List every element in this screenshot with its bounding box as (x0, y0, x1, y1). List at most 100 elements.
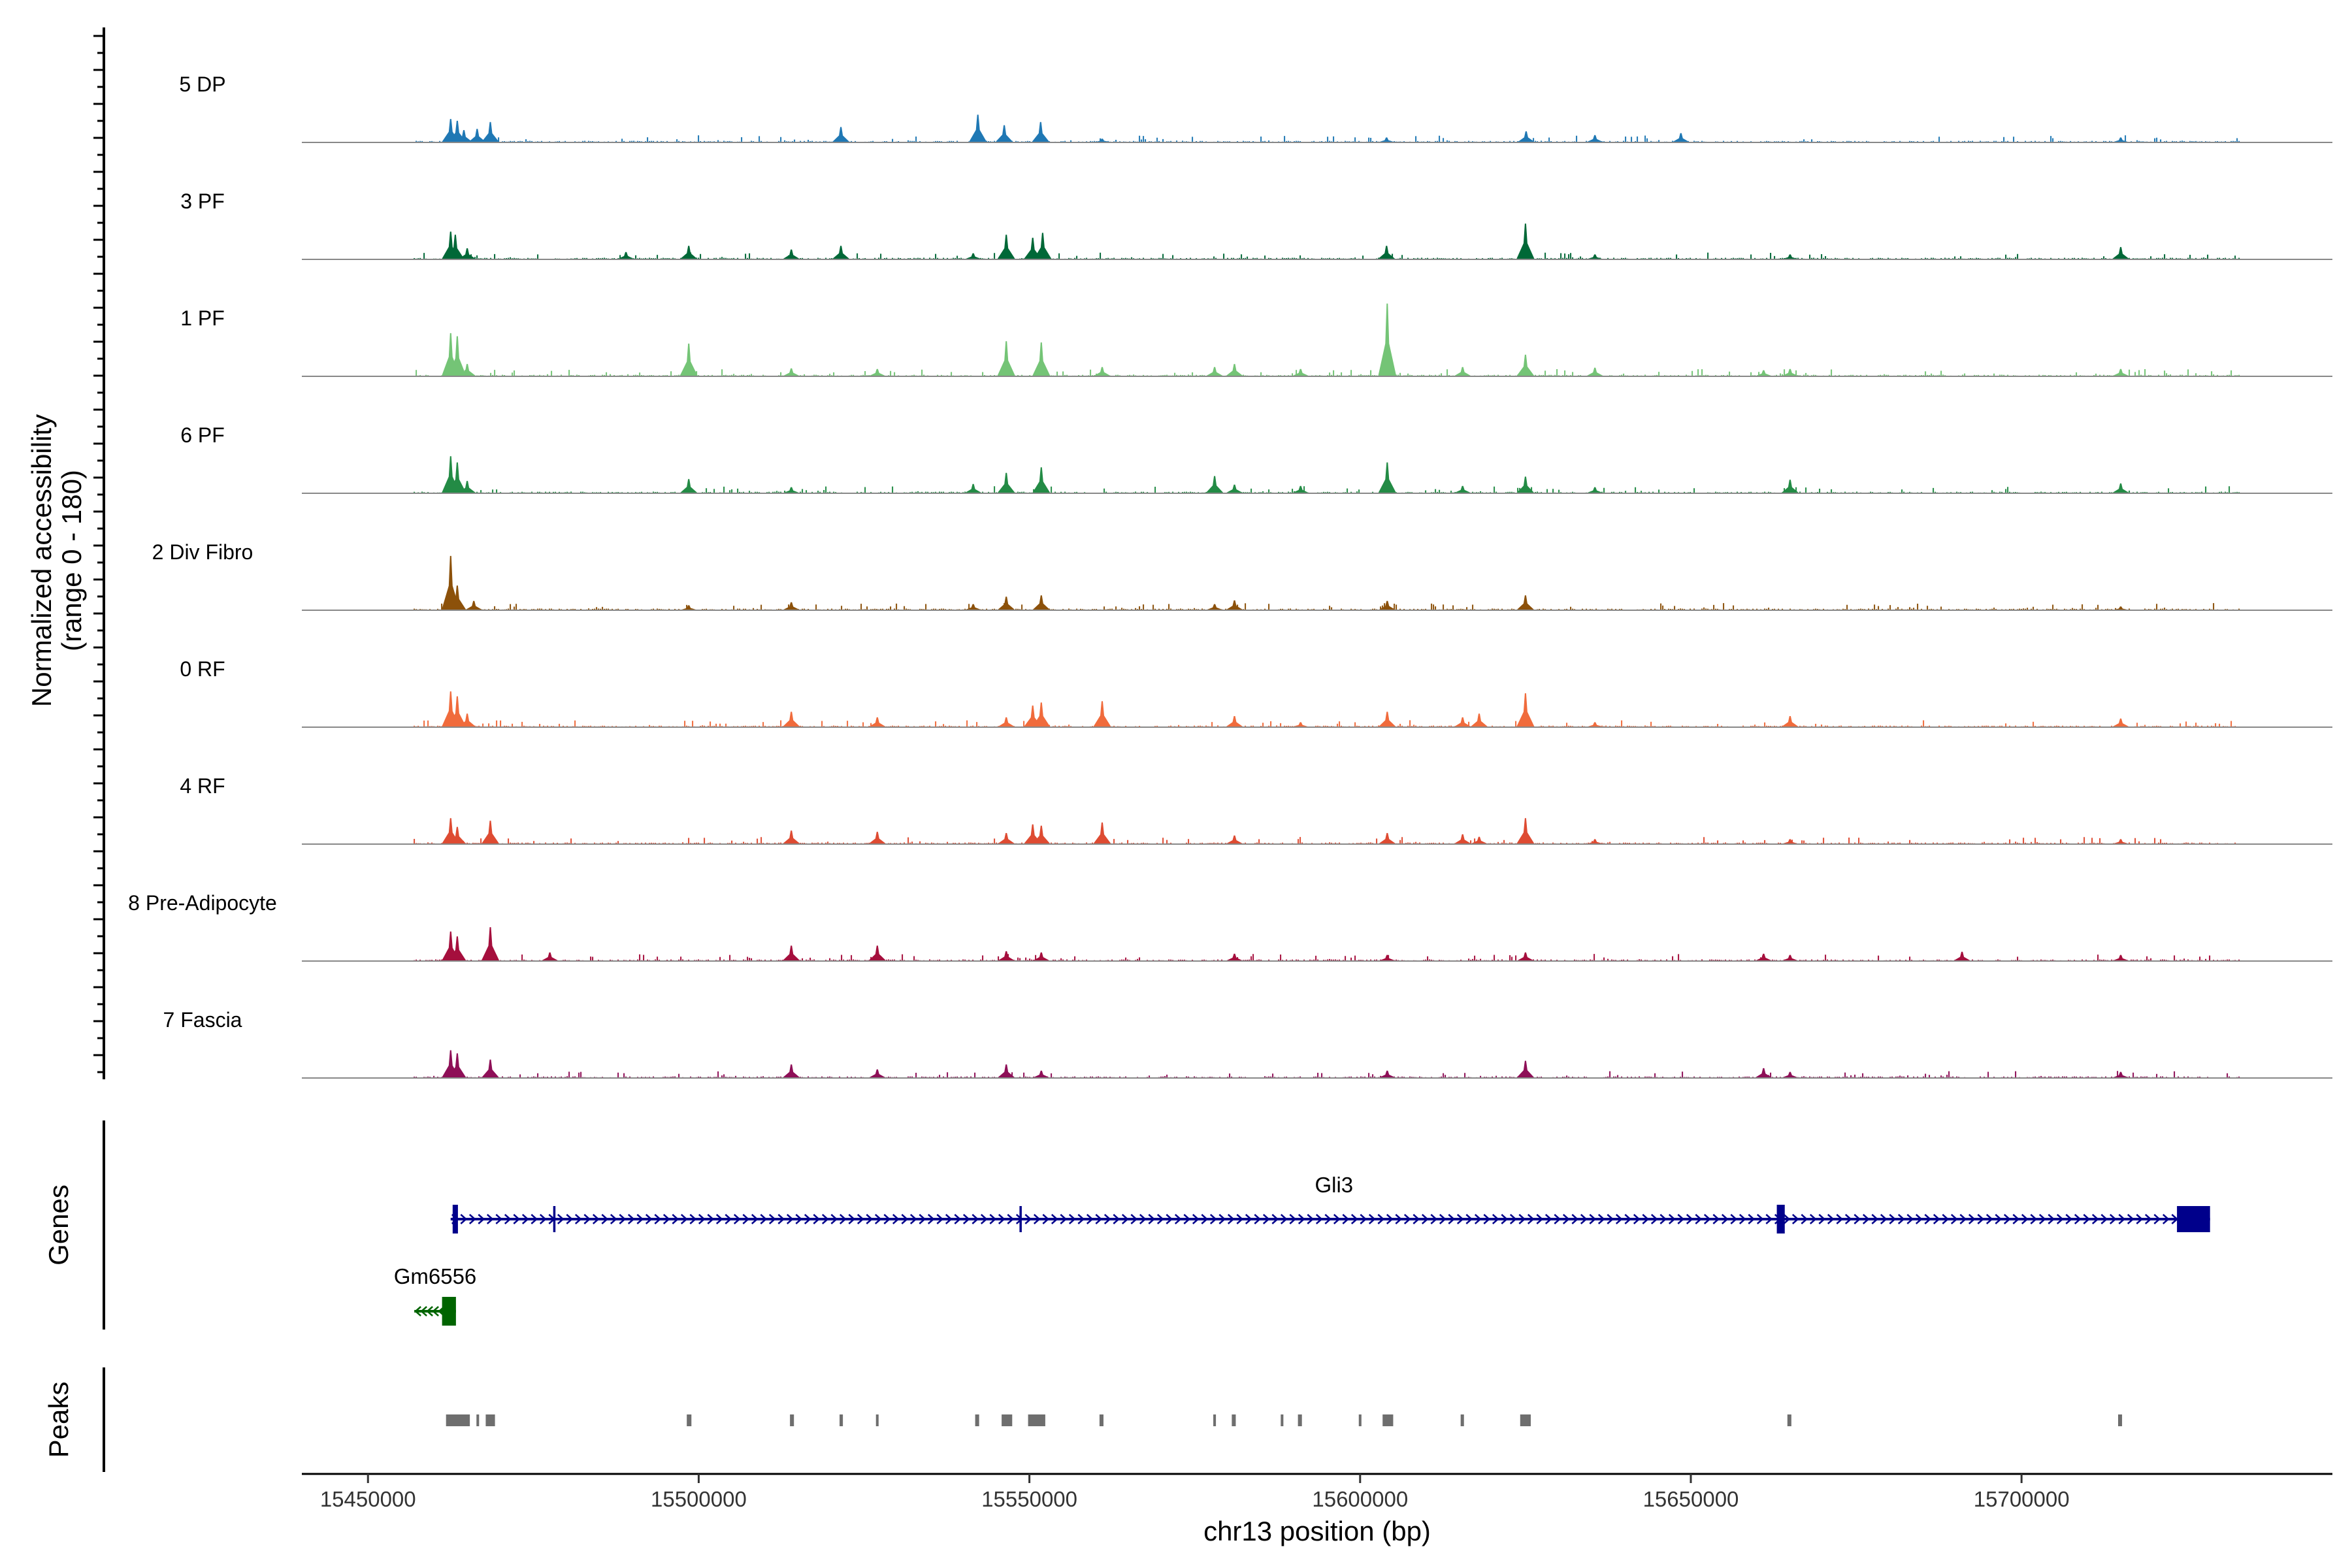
peak-region (687, 1414, 692, 1426)
track-6-pf: 6 PF (180, 423, 2332, 494)
track-8-pre-adipocyte: 8 Pre-Adipocyte (128, 891, 2332, 962)
x-tick-label: 15650000 (1643, 1487, 1739, 1511)
signal-peak (1032, 1070, 1051, 1078)
peak-region (790, 1414, 794, 1426)
signal-peak (1453, 485, 1472, 493)
signal-peak (1205, 367, 1224, 376)
signal-peak (1291, 485, 1310, 493)
signal-peak (1453, 367, 1472, 376)
signal-peak (679, 246, 698, 259)
peak-region (485, 1414, 495, 1426)
signal-peak (782, 602, 801, 610)
signal-peak (782, 945, 801, 961)
signal-peak (1093, 822, 1111, 844)
exon (1019, 1206, 1022, 1232)
signal-peak (1586, 487, 1605, 493)
peak-region (2117, 1414, 2123, 1426)
signal-peak (448, 936, 466, 961)
exon (553, 1206, 556, 1232)
signal-peak (1033, 233, 1052, 259)
signal-peak (441, 555, 460, 610)
signal-peak (1470, 713, 1488, 727)
exon (1776, 1205, 1785, 1233)
genes-title: Genes (43, 1184, 74, 1266)
signal-peak (1031, 122, 1050, 142)
track-3-pf: 3 PF (180, 189, 2332, 260)
signal-peak (446, 235, 465, 259)
y-axis-range: (range 0 - 180) (56, 470, 87, 651)
signal-peak (1032, 702, 1051, 727)
signal-peak (1754, 953, 1773, 961)
signal-peak (2112, 955, 2130, 961)
signal-peak (782, 249, 801, 259)
signal-peak (458, 481, 477, 493)
signal-peak (679, 479, 698, 493)
exon (442, 1297, 456, 1326)
signal-peak (1093, 367, 1111, 376)
signal-peak (1470, 836, 1488, 844)
signal-peak (1377, 137, 1396, 142)
y-axis-title: Normalized accessibility (26, 414, 57, 707)
signal-peak (1780, 839, 1799, 844)
x-tick-label: 15500000 (651, 1487, 747, 1511)
peak-region (1358, 1414, 1362, 1426)
signal-peak (458, 248, 477, 259)
signal-peak (782, 368, 801, 376)
signal-peak (448, 1053, 466, 1078)
signal-peak (964, 604, 983, 610)
signal-peak (1377, 246, 1396, 259)
signal-peak (968, 114, 987, 142)
signal-peak (782, 1064, 801, 1078)
x-tick-label: 15600000 (1312, 1487, 1408, 1511)
track-label: 1 PF (180, 306, 225, 330)
signal-peak (1586, 367, 1605, 376)
track-2-div-fibro: 2 Div Fibro (152, 540, 2332, 611)
signal-peak (1225, 716, 1244, 727)
signal-peak (1291, 368, 1310, 376)
track-label: 5 DP (179, 73, 225, 96)
signal-peak (1225, 953, 1244, 961)
signal-peak (1378, 1070, 1397, 1078)
exon (452, 1205, 458, 1233)
signal-peak (465, 600, 483, 610)
peak-region (975, 1414, 979, 1426)
signal-peak (997, 341, 1016, 376)
signal-peak (868, 945, 887, 961)
track-noise (414, 135, 2240, 142)
strand-chevrons (414, 1306, 451, 1316)
signal-peak (2112, 247, 2130, 259)
peak-region (1460, 1414, 1464, 1426)
signal-peak (448, 585, 466, 610)
signal-peak (1032, 342, 1051, 376)
signal-peak (481, 927, 500, 961)
peak-region (1232, 1414, 1236, 1426)
signal-peak (448, 462, 466, 493)
peak-region (1298, 1414, 1302, 1426)
signal-peak (782, 487, 801, 493)
signal-peak (1516, 595, 1535, 610)
track-5-dp: 5 DP (179, 73, 2332, 143)
peak-region (1787, 1414, 1791, 1426)
signal-peak (481, 821, 500, 844)
signal-peak (679, 605, 698, 610)
signal-peak (2112, 606, 2130, 610)
signal-peak (964, 253, 983, 259)
signal-peak (1032, 952, 1051, 961)
signal-peak (1754, 370, 1773, 376)
signal-peak (782, 830, 801, 844)
signal-peak (448, 696, 466, 727)
signal-peak (1453, 834, 1472, 844)
signal-peak (1586, 135, 1605, 142)
signal-peak (1516, 952, 1535, 961)
signal-peak (1093, 701, 1111, 727)
signal-peak (1378, 303, 1397, 376)
signal-peak (997, 472, 1016, 493)
signal-peak (997, 596, 1016, 610)
peak-region (1002, 1414, 1013, 1426)
signal-peak (617, 252, 636, 259)
signal-peak (1953, 951, 1972, 961)
track-label: 2 Div Fibro (152, 540, 253, 564)
peak-region (1213, 1414, 1217, 1426)
